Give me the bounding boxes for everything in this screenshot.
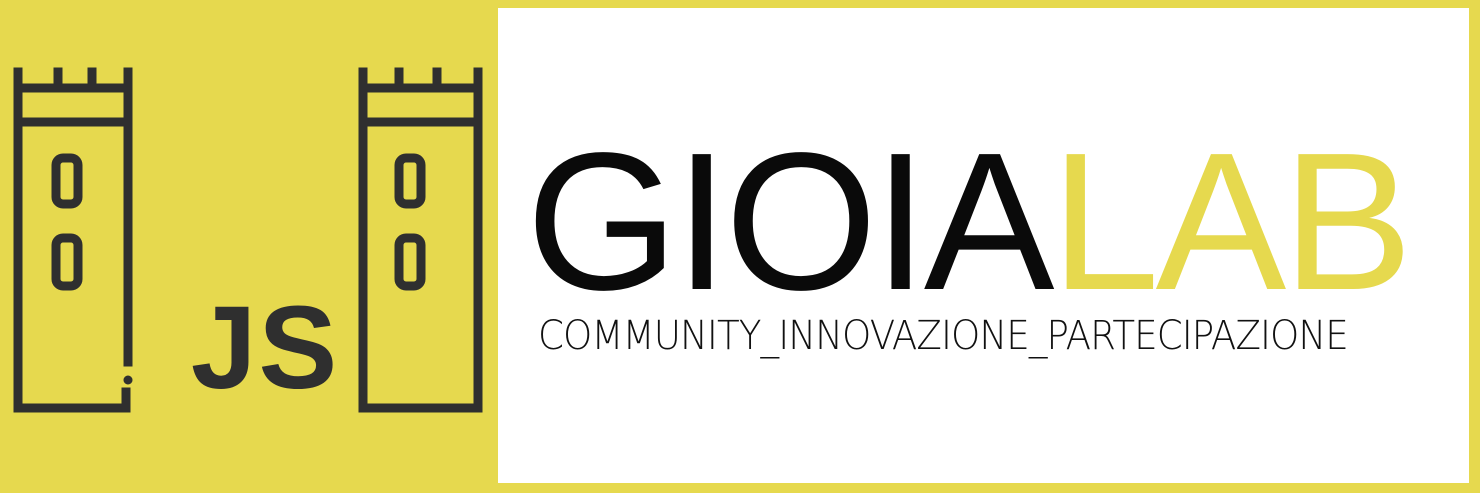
tagline: COMMUNITY_INNOVAZIONE_PARTECIPAZIONE <box>538 313 1349 359</box>
wordmark-gioia: GIOIA <box>526 112 1055 331</box>
js-badge: JS <box>191 282 339 414</box>
emblem-graphic: JS <box>13 67 483 414</box>
wordmark: GIOIALAB <box>526 124 1413 320</box>
logo-emblem: JS <box>0 0 490 493</box>
wordmark-lab: LAB <box>1050 112 1413 331</box>
tower-icon <box>13 67 133 413</box>
wordmark-panel: GIOIALAB COMMUNITY_INNOVAZIONE_PARTECIPA… <box>490 0 1480 493</box>
wordmark-box: GIOIALAB COMMUNITY_INNOVAZIONE_PARTECIPA… <box>498 8 1469 483</box>
tower-icon <box>358 67 483 413</box>
